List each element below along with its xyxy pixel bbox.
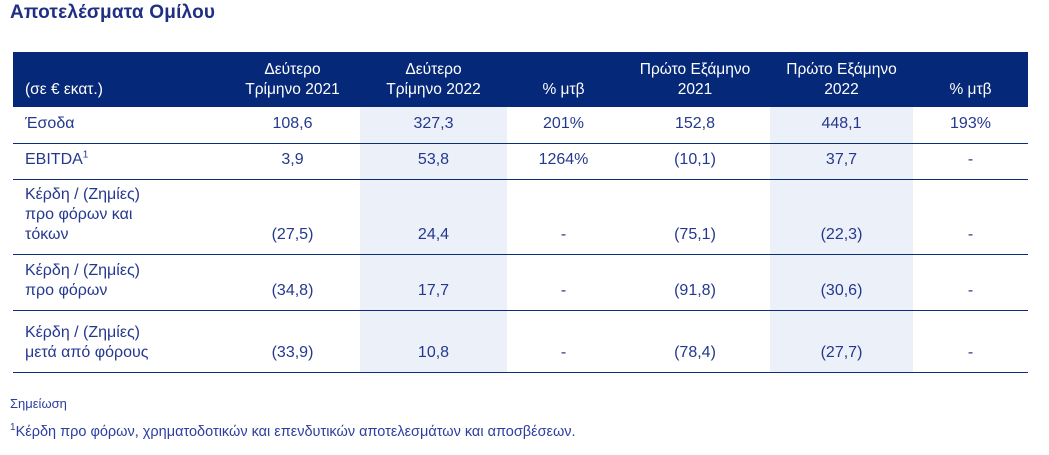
table-row-ebitda: EBITDA1 3,9 53,8 1264% (10,1) 37,7 -	[13, 143, 1028, 180]
cell-value: -	[913, 179, 1028, 255]
table-row-ebit: Κέρδη / (Ζημίες) προ φόρων και τόκων (27…	[13, 179, 1028, 255]
row-label: Κέρδη / (Ζημίες) προ φόρων	[13, 254, 225, 311]
cell-value: -	[913, 143, 1028, 180]
cell-value: (27,7)	[770, 310, 913, 373]
header-units: (σε € εκατ.)	[13, 52, 225, 107]
cell-value: 201%	[507, 107, 620, 144]
row-label: Κέρδη / (Ζημίες) προ φόρων και τόκων	[13, 179, 225, 255]
row-label: Κέρδη / (Ζημίες) μετά από φόρους	[13, 310, 225, 373]
footnote: 1Κέρδη προ φόρων, χρηματοδοτικών και επε…	[10, 422, 576, 440]
cell-value: 108,6	[225, 107, 360, 144]
note-label: Σημείωση	[10, 396, 67, 411]
cell-value: -	[507, 310, 620, 373]
cell-value: 10,8	[360, 310, 507, 373]
cell-value: (30,6)	[770, 254, 913, 311]
footnote-text: Κέρδη προ φόρων, χρηματοδοτικών και επεν…	[15, 424, 576, 440]
row-label-text: EBITDA	[25, 151, 83, 169]
cell-value: 37,7	[770, 143, 913, 180]
cell-value: 3,9	[225, 143, 360, 180]
row-label-text: Κέρδη / (Ζημίες) προ φόρων και τόκων	[25, 186, 140, 244]
row-label-text: Έσοδα	[25, 115, 75, 133]
cell-value: 24,4	[360, 179, 507, 255]
row-label-sup: 1	[82, 150, 89, 162]
cell-value: (91,8)	[620, 254, 770, 311]
cell-value: (34,8)	[225, 254, 360, 311]
cell-value: -	[507, 254, 620, 311]
footnote-sup: 1	[10, 422, 16, 434]
cell-value: (78,4)	[620, 310, 770, 373]
cell-value: -	[913, 254, 1028, 311]
row-label: EBITDA1	[13, 143, 225, 180]
cell-value: 53,8	[360, 143, 507, 180]
header-pct-change-half: % μτβ	[913, 52, 1028, 107]
header-h1-2021: Πρώτο Εξάμηνο 2021	[620, 52, 770, 107]
cell-value: (75,1)	[620, 179, 770, 255]
group-results-table: (σε € εκατ.) Δεύτερο Τρίμηνο 2021 Δεύτερ…	[13, 52, 1028, 373]
header-q2-2021: Δεύτερο Τρίμηνο 2021	[225, 52, 360, 107]
cell-value: 448,1	[770, 107, 913, 144]
row-label-text: Κέρδη / (Ζημίες) μετά από φόρους	[25, 324, 149, 362]
cell-value: -	[913, 310, 1028, 373]
header-h1-2022: Πρώτο Εξάμηνο 2022	[770, 52, 913, 107]
cell-value: (10,1)	[620, 143, 770, 180]
header-pct-change-quarter: % μτβ	[507, 52, 620, 107]
cell-value: 152,8	[620, 107, 770, 144]
cell-value: -	[507, 179, 620, 255]
cell-value: 1264%	[507, 143, 620, 180]
cell-value: (22,3)	[770, 179, 913, 255]
cell-value: 327,3	[360, 107, 507, 144]
row-label: Έσοδα	[13, 107, 225, 144]
cell-value: (33,9)	[225, 310, 360, 373]
table-row-profit-after-tax: Κέρδη / (Ζημίες) μετά από φόρους (33,9) …	[13, 310, 1028, 373]
table-row-revenue: Έσοδα 108,6 327,3 201% 152,8 448,1 193%	[13, 107, 1028, 144]
cell-value: (27,5)	[225, 179, 360, 255]
table-row-profit-before-tax: Κέρδη / (Ζημίες) προ φόρων (34,8) 17,7 -…	[13, 254, 1028, 311]
page-title: Αποτελέσματα Ομίλου	[10, 2, 216, 23]
header-q2-2022: Δεύτερο Τρίμηνο 2022	[360, 52, 507, 107]
row-label-text: Κέρδη / (Ζημίες) προ φόρων	[25, 262, 140, 300]
cell-value: 17,7	[360, 254, 507, 311]
table-header-row: (σε € εκατ.) Δεύτερο Τρίμηνο 2021 Δεύτερ…	[13, 52, 1028, 107]
cell-value: 193%	[913, 107, 1028, 144]
